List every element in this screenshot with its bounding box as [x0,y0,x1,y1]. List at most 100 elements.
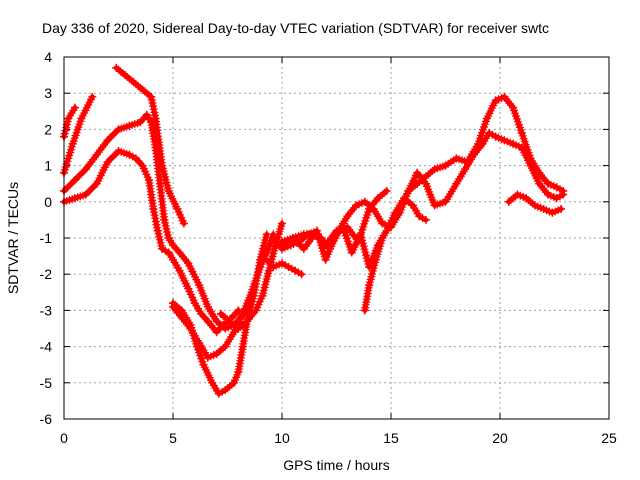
data-point-track-4-14 [169,241,177,250]
data-point-track-7-3 [195,338,204,347]
data-point-track-3-3 [138,85,147,94]
data-point-track-7-6 [221,342,230,351]
data-point-track-4-7 [136,118,145,127]
y-tick-label-9: 3 [44,85,52,101]
x-tick-label-2: 10 [274,430,290,446]
data-point-track-8-8 [278,219,286,228]
series-line-track-7 [170,231,276,360]
data-point-track-2-1 [68,139,77,148]
data-point-track-7-0 [169,302,177,311]
data-point-track-5-9 [145,176,154,185]
data-point-track-14-6 [557,205,566,214]
data-point-track-7-2 [186,324,195,333]
data-point-track-5-6 [125,150,134,159]
data-point-track-5-20 [212,328,221,337]
data-point-track-10-15 [485,129,494,138]
series-markers-track-5 [60,147,241,337]
data-point-track-5-10 [149,205,158,214]
x-tick-label-4: 20 [492,430,508,446]
data-point-track-10-17 [500,136,509,145]
data-point-track-5-15 [175,266,184,275]
data-point-track-12-9 [347,248,356,257]
data-point-track-14-3 [530,201,539,210]
data-point-track-5-19 [203,317,212,326]
data-point-track-5-18 [197,310,206,319]
series-track-9 [278,92,568,253]
data-point-track-10-10 [441,197,450,206]
data-point-track-7-1 [177,313,186,322]
data-point-track-11-0 [262,255,271,264]
y-tick-label-2: -4 [40,339,53,355]
data-point-track-7-5 [212,349,221,358]
data-point-track-14-4 [539,205,548,214]
data-point-track-4-17 [195,281,204,290]
data-point-track-12-14 [391,208,400,217]
data-point-track-4-18 [203,302,212,311]
series-track-7 [169,230,278,362]
data-point-track-5-4 [103,157,112,166]
data-point-track-6-10 [238,342,247,351]
data-point-track-3-1 [121,71,130,80]
data-point-track-5-5 [114,147,123,156]
y-tick-label-1: -5 [40,375,53,391]
data-point-track-13-9 [373,194,382,203]
data-point-track-5-23 [234,306,243,315]
data-point-track-5-12 [158,244,167,253]
data-point-track-4-2 [81,165,90,174]
data-point-track-10-13 [469,150,478,159]
data-point-track-8-5 [258,291,267,300]
data-point-track-10-20 [526,161,535,170]
data-point-track-3-2 [129,78,138,87]
data-point-track-13-1 [288,234,297,242]
series-line-track-9 [279,94,566,252]
data-point-track-5-1 [70,194,79,203]
data-point-track-13-6 [343,223,352,232]
data-point-track-4-15 [175,248,184,257]
data-point-track-14-2 [522,194,531,203]
data-point-track-12-11 [365,262,374,271]
data-point-track-7-10 [256,262,265,271]
data-point-track-9-24 [500,92,509,101]
data-point-track-6-6 [214,389,223,398]
data-point-track-9-11 [378,219,387,228]
data-point-track-10-24 [559,190,568,199]
data-point-track-7-8 [238,310,247,319]
data-point-track-7-9 [247,288,256,297]
data-point-track-14-1 [513,190,522,199]
x-tick-label-1: 5 [169,430,177,446]
data-point-track-3-5 [151,114,160,123]
series-line-track-5 [61,148,241,335]
y-tick-label-6: 0 [44,194,52,210]
series-track-14 [504,190,566,217]
data-point-track-3-0 [112,63,121,72]
data-point-track-10-21 [535,179,544,188]
data-point-track-12-18 [421,215,430,224]
data-point-track-14-0 [504,197,513,206]
data-point-track-5-8 [138,161,147,170]
data-point-track-10-1 [365,281,374,290]
data-point-track-8-2 [234,324,243,333]
y-tick-label-7: 1 [44,158,52,174]
data-point-track-8-1 [225,317,234,326]
data-point-track-10-6 [404,186,413,195]
data-point-track-5-13 [164,248,173,257]
data-point-track-14-5 [548,208,557,217]
data-point-track-4-3 [92,150,101,159]
data-point-track-13-5 [332,226,341,235]
data-point-track-2-3 [88,92,97,101]
data-point-track-4-1 [70,176,79,185]
data-point-track-8-6 [264,266,273,275]
data-point-track-7-4 [203,353,212,362]
data-point-track-12-12 [373,241,382,250]
data-point-track-5-17 [190,299,199,308]
data-point-track-12-6 [321,255,330,264]
data-point-track-9-29 [543,179,552,188]
data-point-track-12-0 [269,234,278,242]
data-point-track-9-19 [452,154,461,163]
data-series [60,63,568,398]
data-point-track-13-4 [321,241,330,250]
data-point-track-3-9 [179,219,188,228]
data-point-track-3-8 [173,205,182,214]
